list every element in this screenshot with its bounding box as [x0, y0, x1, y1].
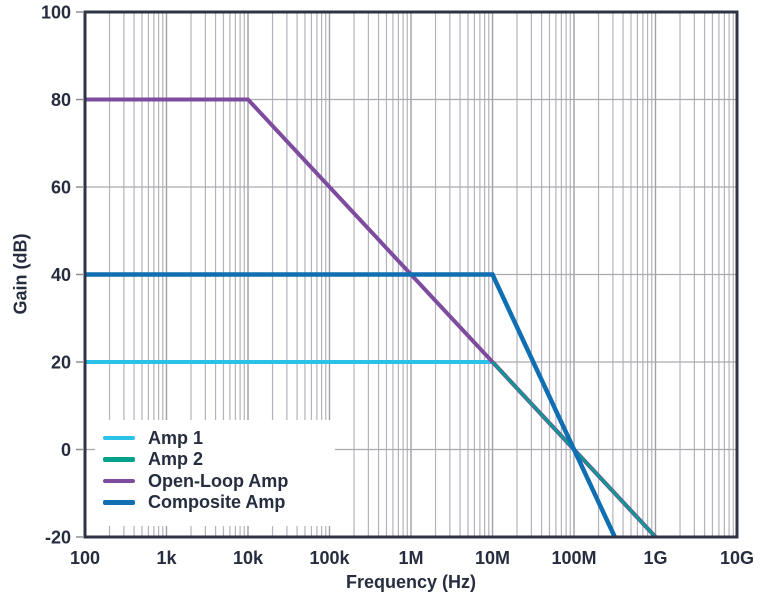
x-tick-label: 1M — [398, 548, 423, 568]
legend: Amp 1 Amp 2 Open-Loop Amp Composite Amp — [95, 420, 335, 526]
x-tick-label: 1k — [156, 548, 177, 568]
x-tick-label: 100 — [70, 548, 100, 568]
legend-item-open-loop-amp: Open-Loop Amp — [103, 470, 335, 492]
x-tick-label: 10G — [720, 548, 754, 568]
y-tick-label: 40 — [51, 265, 71, 285]
y-tick-label: 80 — [51, 90, 71, 110]
legend-label-open-loop-amp: Open-Loop Amp — [148, 470, 289, 491]
x-tick-label: 100k — [309, 548, 350, 568]
x-tick-label: 10M — [475, 548, 510, 568]
legend-item-amp-2: Amp 2 — [103, 449, 335, 471]
legend-label-amp-2: Amp 2 — [148, 449, 204, 470]
x-axis-title: Frequency (Hz) — [345, 572, 477, 592]
y-tick-label: 20 — [51, 353, 71, 373]
legend-swatch-amp-1 — [103, 435, 135, 440]
x-tick-label: 100M — [551, 548, 596, 568]
legend-item-composite-amp: Composite Amp — [103, 492, 335, 514]
legend-swatch-open-loop-amp — [103, 478, 135, 483]
series-line-composite-amp — [85, 272, 617, 538]
legend-item-amp-1: Amp 1 — [103, 427, 335, 449]
legend-label-composite-amp: Composite Amp — [148, 492, 286, 513]
legend-swatch-amp-2 — [103, 457, 135, 462]
x-tick-label: 10k — [233, 548, 264, 568]
y-tick-label: 100 — [41, 3, 71, 23]
y-tick-label: 60 — [51, 178, 71, 198]
y-axis-title: Gain (dB) — [10, 233, 31, 315]
legend-swatch-composite-amp — [103, 500, 135, 505]
x-tick-label: 1G — [643, 548, 667, 568]
legend-label-amp-1: Amp 1 — [148, 427, 204, 448]
y-tick-label: 0 — [61, 440, 71, 460]
plot-frame — [83, 10, 739, 539]
y-tick-label: -20 — [45, 528, 71, 548]
